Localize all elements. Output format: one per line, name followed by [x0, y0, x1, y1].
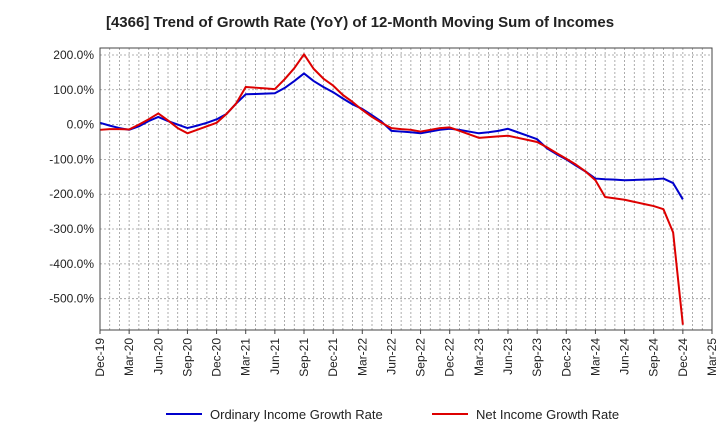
- x-tick-label: Dec-23: [559, 338, 573, 377]
- x-tick-label: Jun-20: [151, 338, 165, 375]
- y-tick-label: -200.0%: [49, 187, 94, 201]
- y-tick-label: -400.0%: [49, 257, 94, 271]
- series-line-1: [99, 53, 684, 325]
- y-tick-label: 0.0%: [67, 118, 95, 132]
- chart-title: [4366] Trend of Growth Rate (YoY) of 12-…: [105, 14, 615, 31]
- legend: Ordinary Income Growth Rate Net Income Gr…: [166, 407, 619, 422]
- x-tick-label: Mar-21: [239, 338, 253, 376]
- x-tick-label: Mar-24: [588, 338, 602, 376]
- x-tick-label: Dec-22: [443, 338, 457, 377]
- y-tick-label: -500.0%: [49, 292, 94, 306]
- x-tick-label: Sep-20: [180, 338, 194, 377]
- x-tick-label: Jun-23: [501, 338, 515, 375]
- x-tick-label: Mar-22: [355, 338, 369, 376]
- x-tick-label: Dec-21: [326, 338, 340, 377]
- y-tick-label: -300.0%: [49, 222, 94, 236]
- x-tick-label: Dec-19: [93, 338, 107, 377]
- x-tick-label: Jun-21: [268, 338, 282, 375]
- y-tick-label: 100.0%: [53, 83, 94, 97]
- x-tick-label: Jun-22: [384, 338, 398, 375]
- x-tick-label: Sep-23: [530, 338, 544, 377]
- x-tick-label: Mar-20: [122, 338, 136, 376]
- legend-label-1: Net Income Growth Rate: [476, 407, 619, 422]
- y-tick-label: 200.0%: [53, 48, 94, 62]
- x-tick-label: Mar-23: [472, 338, 486, 376]
- series-lines: [99, 53, 684, 325]
- x-tick-label: Sep-24: [647, 338, 661, 377]
- y-tick-label: -100.0%: [49, 152, 94, 166]
- x-tick-label: Dec-20: [210, 338, 224, 377]
- plot-frame: [99, 47, 713, 331]
- legend-label-0: Ordinary Income Growth Rate: [210, 407, 383, 422]
- x-tick-label: Sep-22: [414, 338, 428, 377]
- x-tick-label: Dec-24: [676, 338, 690, 377]
- axes: 200.0% 100.0% 0.0% -100.0% -200.0% -300.0% -40…: [49, 47, 719, 377]
- x-tick-label: Jun-24: [618, 338, 632, 375]
- x-tick-label: Sep-21: [297, 338, 311, 377]
- grid: [100, 48, 712, 330]
- x-tick-label: Mar-25: [705, 338, 719, 376]
